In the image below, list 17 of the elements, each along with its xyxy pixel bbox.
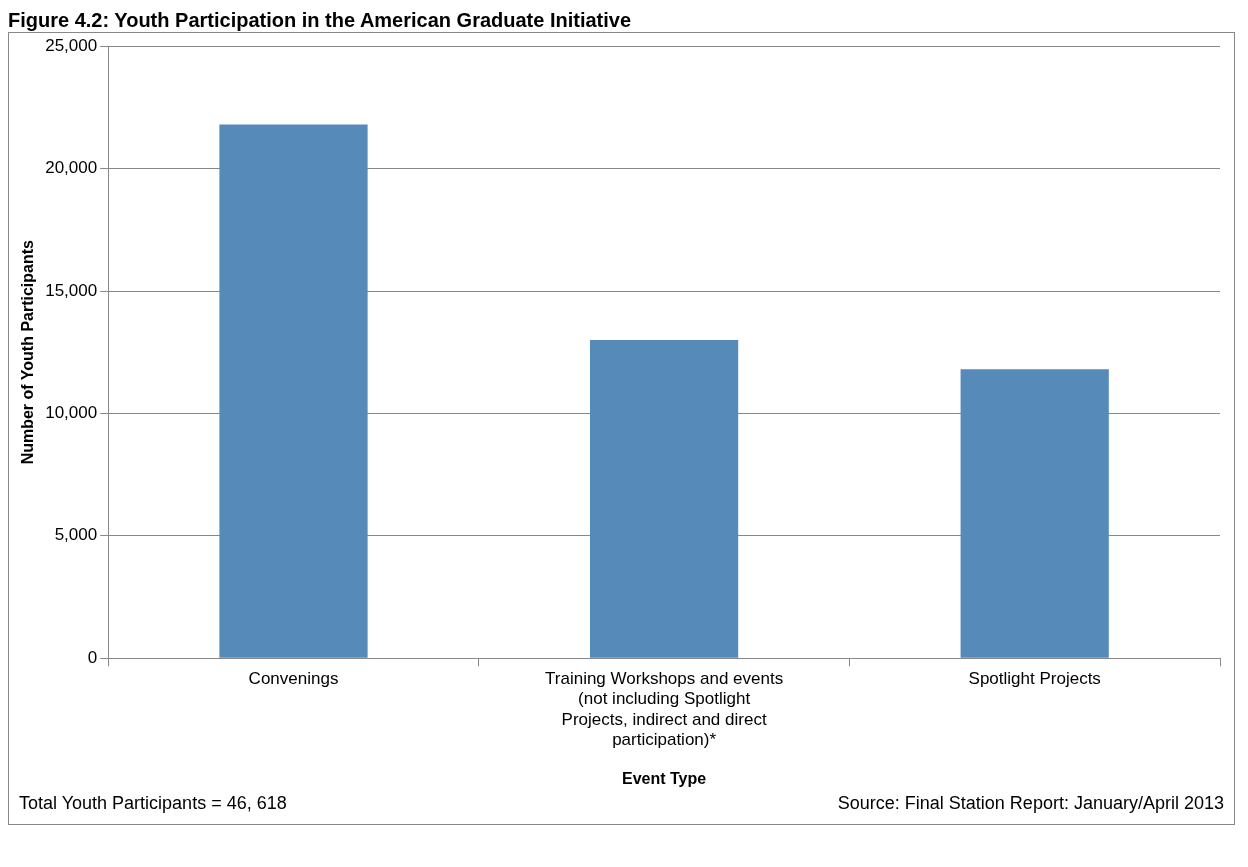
y-tick-label: 0 [87, 647, 98, 667]
text: Total Youth Participants = 46, 618 [19, 793, 287, 814]
y-tick-label: 10,000 [45, 403, 98, 423]
y-tick-label: 25,000 [45, 35, 98, 55]
y-axis-title: Number of Youth Participants [19, 239, 37, 465]
y-tick-label: 20,000 [45, 158, 98, 178]
bar [219, 124, 368, 658]
source-note: Source: Final Station Report: January/April 2013 [837, 793, 1224, 814]
chart-title: Figure 4.2: Youth Participation in the American Graduate Initiative [8, 8, 633, 32]
bar [589, 339, 739, 658]
x-tick-label: Spotlight Projects [968, 669, 1101, 689]
x-axis-title: Event Type [622, 769, 707, 787]
y-tick-label: 5,000 [54, 525, 98, 545]
x-tick-label: Convenings [248, 669, 339, 689]
y-tick-label: 15,000 [45, 280, 98, 300]
bar [960, 369, 1109, 658]
x-tick-label: Training Workshops and events (not including Spotlight Projects, indirect and direct participation)* [545, 669, 784, 750]
